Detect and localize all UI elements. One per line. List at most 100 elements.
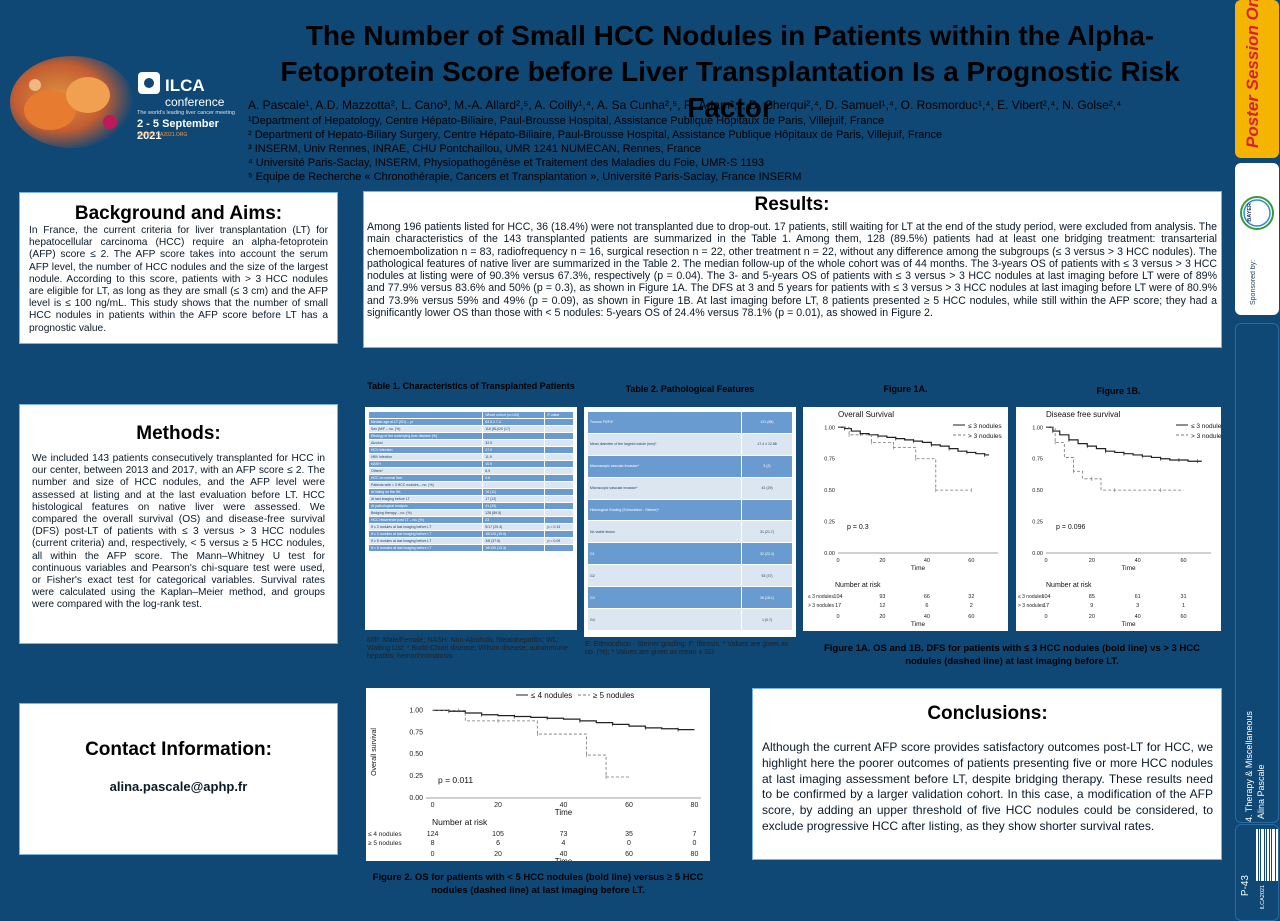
risk-x-label: Time	[555, 857, 573, 861]
series-line-0	[432, 709, 695, 731]
table2-cell: G4	[586, 608, 743, 631]
risk-x-tick: 0	[431, 851, 435, 858]
risk-x-label: Time	[1121, 621, 1136, 628]
fig1b-chart: Disease free survival 0.00 0.25 0.50 0.75 1.0…	[1018, 410, 1226, 628]
table2-cell	[741, 498, 793, 522]
table1-header-cell	[367, 411, 484, 419]
table1-block: Table 1. Characteristics of Transplanted…	[365, 381, 577, 391]
risk-x-tick: 20	[1089, 614, 1095, 620]
legend-label: > 3 nodules	[1191, 433, 1221, 440]
table2-cell: Macroscopic vascular invasion*	[586, 454, 743, 478]
table1-cell: 18/135 (13.3)	[482, 544, 546, 552]
table1-cell	[544, 425, 574, 433]
chart-title: Overall Survival	[838, 410, 894, 419]
risk-value: 104	[1041, 594, 1050, 600]
table1-row: If ≤ 3 nodules at last imaging before LT…	[367, 530, 574, 538]
results-text: Among 196 patients listed for HCC, 36 (1…	[367, 221, 1217, 320]
table2-cell: 1 (0.7)	[741, 608, 793, 631]
x-tick-label: 60	[1180, 558, 1186, 564]
legend-label: ≤ 3 nodules	[968, 423, 1002, 430]
fig1b-box: Disease free survival 0.00 0.25 0.50 0.75 1.0…	[1016, 407, 1226, 631]
y-tick-label: 0.25	[824, 520, 835, 526]
risk-value: 61	[1135, 594, 1141, 600]
fig2-caption: Figure 2. OS for patients with < 5 HCC n…	[372, 872, 704, 896]
table2-cell: 17.4 ± 12.88	[741, 432, 793, 456]
fig2-box: Overall survival 0.00 0.25 0.50 0.75 1.00 0 20 4…	[366, 688, 710, 866]
y-tick-label: 0.50	[409, 751, 423, 758]
conclusions-panel: Conclusions: Although the current AFP sc…	[752, 688, 1222, 860]
risk-table-title: Number at risk	[432, 817, 488, 827]
table1-cell: At listing on the WL	[367, 488, 484, 496]
table1-cell: p = 0.09	[544, 537, 574, 545]
risk-value: 6	[496, 840, 500, 847]
x-tick-label: 0	[1044, 558, 1047, 564]
risk-x-tick: 40	[560, 851, 568, 858]
methods-text: We included 143 patients consecutively t…	[32, 453, 325, 611]
affiliation: ³ INSERM, Univ Rennes, INRAE, CHU Pontch…	[248, 143, 701, 155]
table1-note: M/F: Male/Female; NASH: Non-Alcoholic St…	[367, 637, 568, 660]
table1-cell	[544, 495, 574, 503]
poster-id-box: P-43 ILCA2021	[1235, 824, 1279, 921]
table1-cell: 41 (29)	[482, 502, 546, 510]
risk-value: 105	[492, 831, 504, 838]
x-tick-label: 20	[879, 558, 885, 564]
table2-cell: 3 (2)	[741, 454, 793, 478]
table1-cell: 63.5 ± 7.4	[482, 418, 546, 426]
table1-cell: If < 5 nodules at last imaging before LT	[367, 544, 484, 552]
table2-row: No viable lesion 31 (21.7)	[586, 520, 793, 544]
risk-value: 17	[1043, 603, 1049, 609]
risk-value: 2	[970, 603, 973, 609]
table2-block: Table 2. Pathological Features	[585, 384, 795, 394]
table1-cell: 5/17 (29.4)	[482, 523, 546, 531]
table2-row: Macroscopic vascular invasion* 3 (2)	[586, 454, 793, 478]
table1-row: Bridging therapy – no. (%) 128 (89.5)	[367, 509, 574, 517]
risk-x-tick: 0	[1044, 614, 1047, 620]
table2-row: Microscopic vascular invasion* 42 (29)	[586, 476, 793, 500]
brand-box[interactable]: Poster Session Online	[1235, 0, 1279, 158]
risk-value: 85	[1089, 594, 1095, 600]
table1-cell: At pathological analysis	[367, 502, 484, 510]
table2-cell: 53 (37)	[741, 564, 793, 588]
fig1a-label: Figure 1A.	[883, 384, 928, 394]
table2-cell: 121 (85)	[741, 411, 793, 434]
risk-value: 1	[1182, 603, 1185, 609]
table1-row: HCV infection 27.9	[367, 446, 574, 454]
risk-value: 32	[968, 594, 974, 600]
table1-cell	[544, 453, 574, 461]
y-tick-label: 0.25	[409, 773, 423, 780]
table1-cell: 17 (12)	[482, 495, 546, 503]
table1-title: Table 1. Characteristics of Transplanted…	[367, 381, 575, 391]
y-tick-label: 0.00	[824, 551, 835, 557]
affiliation: ⁴ Université Paris-Saclay, INSERM, Physi…	[248, 157, 765, 169]
table1-cell	[544, 418, 574, 426]
table1-cell	[544, 544, 574, 552]
risk-value: 17	[835, 603, 841, 609]
risk-table-title: Number at risk	[835, 582, 881, 589]
x-tick-label: 20	[1089, 558, 1095, 564]
y-tick-label: 0.00	[409, 795, 423, 802]
table1-cell: If ≥ 5 nodules at last imaging before LT	[367, 537, 484, 545]
table1-cell: 9.6	[482, 474, 546, 482]
table1-cell: 128 (89.5)	[482, 509, 546, 517]
brand-text: Poster Session Online	[1243, 0, 1262, 148]
table2-box: Tumors F0/F4* 121 (85) Mean diameter of th…	[584, 407, 796, 637]
affiliation: ⁵ Equipe de Recherche « Chronothérapie, …	[248, 171, 802, 183]
x-axis-label: Time	[911, 565, 926, 572]
risk-row-label: ≤ 3 nodules	[1018, 594, 1044, 600]
y-axis-label: Overall survival	[371, 728, 378, 776]
table2-cell: G1	[586, 542, 743, 566]
fig2-chart: Overall survival 0.00 0.25 0.50 0.75 1.00 0 20 4…	[368, 691, 701, 866]
logo-ilca: ILCA	[165, 76, 205, 95]
table1-row: At listing on the WL 16 (11)	[367, 488, 574, 496]
table2-cell: 26 (18.1)	[741, 586, 793, 610]
table1-row: Etiology of the underlying liver disease…	[367, 432, 574, 440]
table1-cell: NASH	[367, 460, 484, 468]
contact-email[interactable]: alina.pascale@aphp.fr	[109, 779, 248, 794]
table1-cell: 3/8 (37.5)	[482, 537, 546, 545]
table2-row: Histological Grading (Edmondson - Steine…	[586, 498, 793, 522]
logo-conference: conference	[165, 95, 225, 109]
conference-logo: ILCA conference The world's leading live…	[10, 40, 245, 150]
liver-logo-art	[10, 56, 160, 148]
risk-value: 4	[562, 840, 566, 847]
table1-row: Median age at LT (SD) – yr 63.5 ± 7.4	[367, 418, 574, 426]
